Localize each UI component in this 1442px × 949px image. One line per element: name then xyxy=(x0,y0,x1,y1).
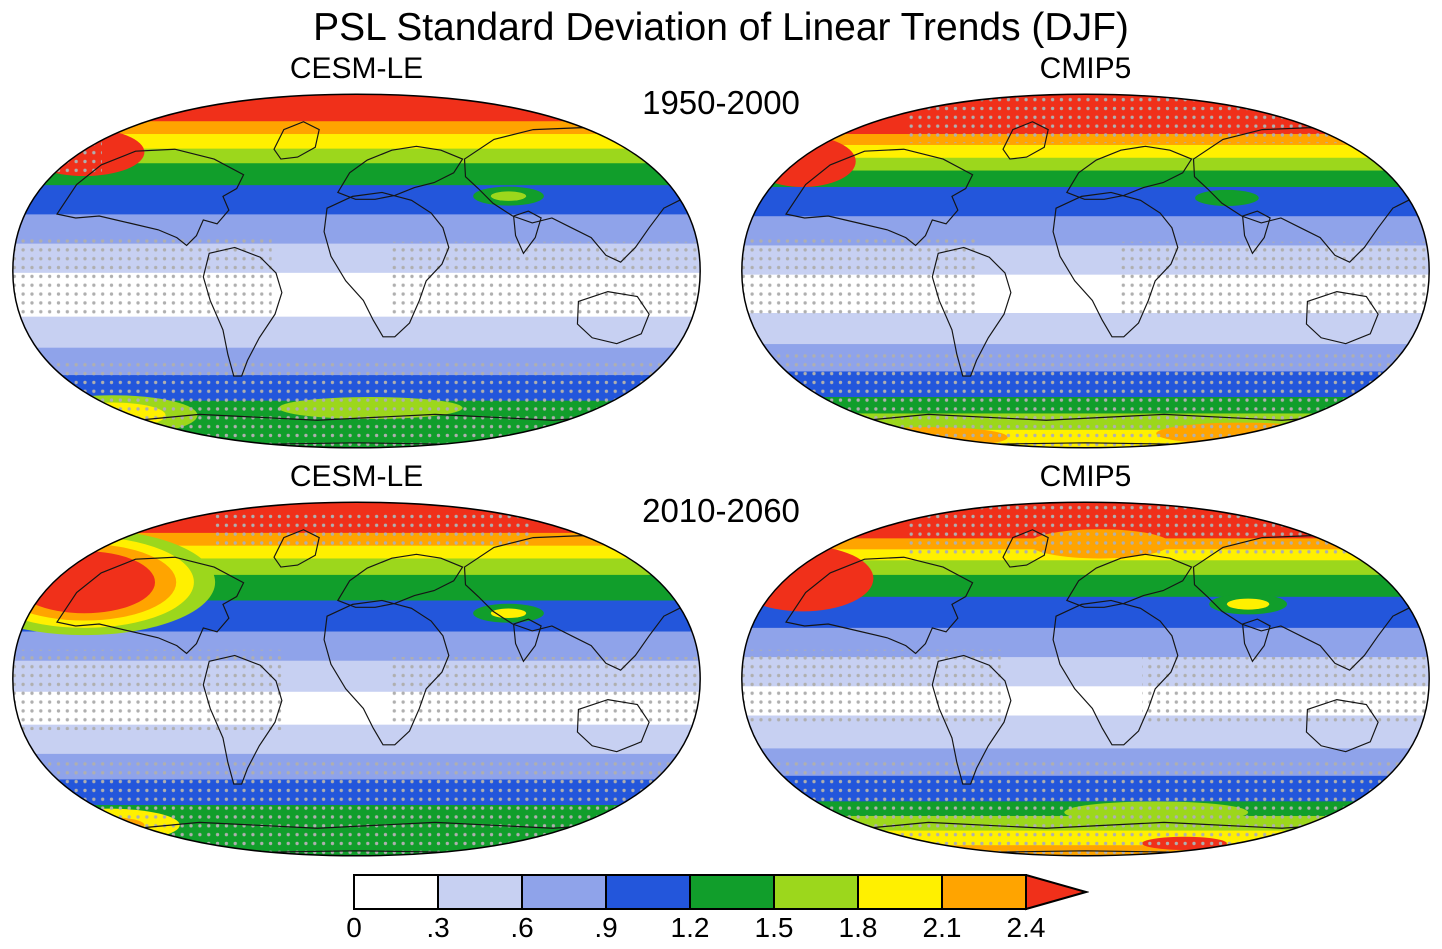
map-outline xyxy=(12,93,701,449)
colorbar-ticks: 0 .3 .6 .9 1.2 1.5 1.8 2.1 2.4 xyxy=(346,912,1089,943)
colorbar-tick-label: .9 xyxy=(594,912,618,943)
colorbar-tick-label: 0 xyxy=(346,912,362,943)
colorbar: 0 .3 .6 .9 1.2 1.5 1.8 2.1 2.4 xyxy=(346,874,1089,943)
colorbar-segment xyxy=(941,874,1027,910)
figure-title: PSL Standard Deviation of Linear Trends … xyxy=(313,6,1129,49)
panel-title-cesmle-2010-2060: CESM-LE xyxy=(289,460,424,493)
colorbar-tick-label: .3 xyxy=(426,912,450,943)
panel-cesmle-2010-2060: CESM-LE xyxy=(3,458,710,862)
panel-cmip5-1950-2000: CMIP5 xyxy=(732,50,1439,454)
colorbar-segment xyxy=(857,874,943,910)
panel-cesmle-1950-2000: CESM-LE xyxy=(3,50,710,454)
map-outline xyxy=(12,501,701,857)
map-outline xyxy=(741,501,1430,857)
colorbar-tick-label: 2.4 xyxy=(1006,912,1046,943)
colorbar-segment xyxy=(773,874,859,910)
period-label-1950-2000: 1950-2000 xyxy=(642,84,800,121)
colorbar-segment xyxy=(689,874,775,910)
panel-title-cmip5-1950-2000: CMIP5 xyxy=(1039,52,1132,85)
colorbar-tick-label: 1.2 xyxy=(670,912,710,943)
colorbar-tick-label: 2.1 xyxy=(922,912,962,943)
colorbar-tick-label: 1.8 xyxy=(838,912,878,943)
panel-title-cesmle-1950-2000: CESM-LE xyxy=(289,52,424,85)
map-cesmle-2010-2060 xyxy=(12,501,701,857)
colorbar-segment xyxy=(605,874,691,910)
colorbar-tick-label: 1.5 xyxy=(754,912,794,943)
colorbar-segment xyxy=(521,874,607,910)
colorbar-tick-label: .6 xyxy=(510,912,534,943)
panel-title-cmip5-2010-2060: CMIP5 xyxy=(1039,460,1132,493)
colorbar-scale xyxy=(353,874,1089,911)
map-cmip5-2010-2060 xyxy=(741,501,1430,857)
map-cmip5-1950-2000 xyxy=(741,93,1430,449)
map-cesmle-1950-2000 xyxy=(12,93,701,449)
colorbar-segment xyxy=(353,874,439,910)
colorbar-segment xyxy=(437,874,523,910)
colorbar-arrow xyxy=(1025,874,1089,911)
row-1950-2000: CESM-LE 1950-2000 CMIP5 xyxy=(0,50,1442,454)
panel-cmip5-2010-2060: CMIP5 xyxy=(732,458,1439,862)
row-2010-2060: CESM-LE 2010-2060 CMIP5 xyxy=(0,458,1442,862)
map-outline xyxy=(741,93,1430,449)
period-label-2010-2060: 2010-2060 xyxy=(642,492,800,529)
